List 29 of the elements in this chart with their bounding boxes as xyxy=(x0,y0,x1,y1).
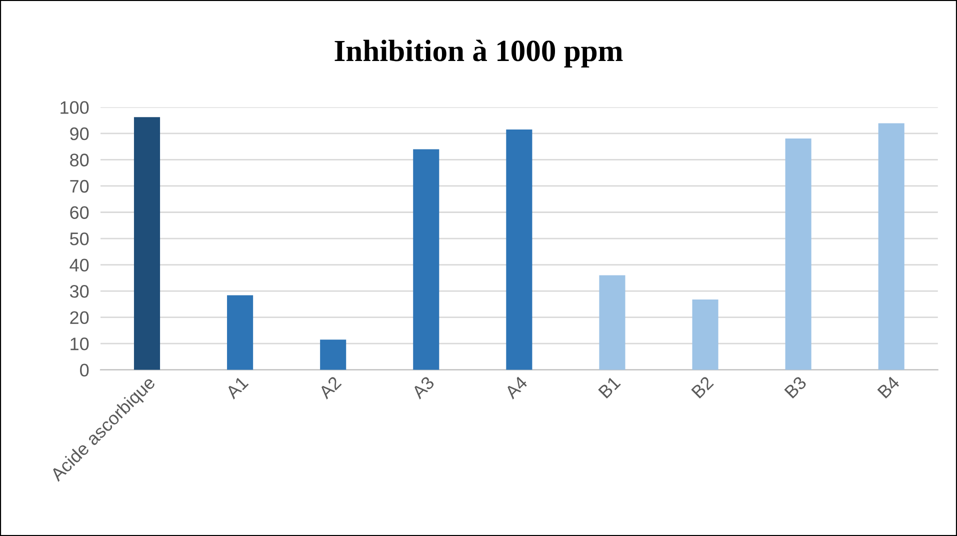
x-tick-label: B2 xyxy=(691,376,714,399)
x-tick-label: A4 xyxy=(504,376,528,400)
y-tick-label: 20 xyxy=(70,311,89,324)
y-tick-label: 80 xyxy=(70,154,89,166)
x-tick-label: A2 xyxy=(318,376,342,400)
bar xyxy=(878,123,904,370)
y-tick-label: 60 xyxy=(70,206,89,219)
bar xyxy=(320,340,346,370)
y-tick-label: 70 xyxy=(70,180,89,193)
y-tick-label: 30 xyxy=(70,284,89,298)
bar xyxy=(227,295,254,370)
y-tick-label: 100 xyxy=(60,101,89,114)
y-tick-label: 0 xyxy=(80,364,89,377)
bar xyxy=(134,117,160,370)
chart-title: Inhibition à 1000 ppm xyxy=(334,40,623,68)
x-tick-label: B1 xyxy=(598,376,621,399)
y-tick-label: 40 xyxy=(70,258,89,272)
y-tick-label: 90 xyxy=(70,127,89,140)
bar xyxy=(785,138,812,370)
x-tick-label: B4 xyxy=(877,376,900,399)
bar xyxy=(506,130,532,370)
y-tick-label: 10 xyxy=(70,338,89,350)
bar xyxy=(413,149,440,370)
x-tick-label: A3 xyxy=(410,376,435,400)
bar xyxy=(692,299,718,370)
bar xyxy=(599,275,626,370)
x-tick-label: B3 xyxy=(784,376,808,399)
x-tick-label: A1 xyxy=(224,376,249,400)
y-tick-label: 50 xyxy=(70,232,89,246)
